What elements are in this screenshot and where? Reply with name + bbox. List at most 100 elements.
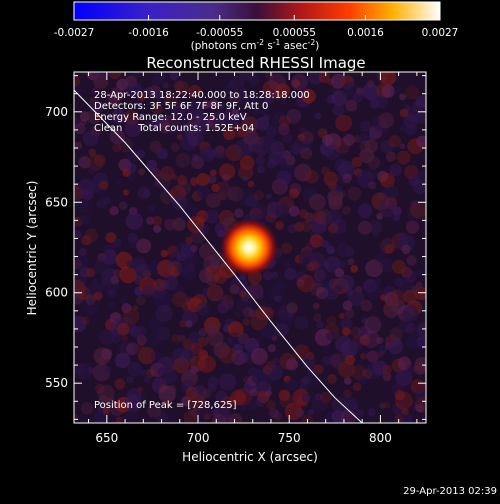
noise-blob — [166, 384, 177, 395]
plot-frame — [73, 71, 427, 424]
noise-blob — [126, 260, 136, 269]
noise-blob — [335, 114, 353, 132]
noise-blob — [360, 299, 373, 312]
noise-blob — [196, 302, 210, 316]
noise-blob — [415, 281, 423, 289]
x-tick-label: 650 — [95, 431, 118, 445]
noise-blob — [286, 358, 299, 371]
colorbar-tick-label: 0.0016 — [347, 27, 384, 39]
noise-blob — [359, 133, 370, 144]
noise-blob — [281, 242, 293, 254]
noise-blob — [74, 413, 78, 420]
noise-blob — [262, 80, 281, 98]
noise-blob — [266, 400, 276, 410]
noise-blob — [118, 201, 128, 211]
noise-blob — [188, 331, 201, 344]
noise-blob — [102, 249, 118, 265]
noise-blob — [172, 217, 186, 232]
noise-blob — [300, 131, 314, 145]
noise-blob — [196, 172, 210, 187]
noise-blob — [274, 110, 285, 121]
noise-blob — [355, 409, 365, 418]
noise-blob — [191, 153, 199, 161]
noise-blob — [210, 408, 219, 417]
noise-blob — [78, 156, 91, 169]
noise-blob — [157, 367, 167, 377]
noise-blob — [285, 155, 296, 166]
noise-blob — [124, 394, 142, 412]
noise-blob — [347, 186, 362, 201]
colorbar-tick-label: -0.00055 — [196, 27, 243, 39]
noise-blob — [282, 260, 292, 269]
noise-blob — [324, 144, 340, 160]
noise-blob — [231, 108, 239, 116]
noise-blob — [227, 332, 244, 348]
noise-blob — [340, 317, 353, 330]
noise-blob — [190, 244, 198, 252]
noise-blob — [366, 350, 379, 363]
noise-blob — [142, 269, 152, 279]
colorbar-tick-label: -0.0016 — [128, 27, 169, 39]
noise-blob — [361, 317, 369, 324]
noise-blob — [344, 246, 355, 257]
noise-blob — [398, 318, 414, 333]
noise-blob — [347, 258, 355, 266]
noise-blob — [103, 196, 112, 205]
noise-blob — [280, 97, 288, 105]
noise-blob — [345, 308, 355, 319]
noise-blob — [328, 196, 343, 211]
noise-blob — [341, 400, 359, 417]
noise-blob — [111, 109, 126, 124]
noise-blob — [155, 304, 173, 323]
noise-blob — [114, 352, 131, 369]
noise-blob — [399, 93, 407, 101]
noise-blob — [338, 161, 356, 179]
noise-blob — [357, 203, 373, 219]
noise-blob — [357, 325, 372, 339]
noise-blob — [414, 388, 426, 405]
noise-blob — [198, 349, 209, 360]
noise-blob — [82, 130, 99, 147]
noise-blob — [342, 389, 352, 399]
noise-blob — [107, 289, 117, 299]
noise-blob — [273, 411, 283, 421]
noise-blob — [176, 262, 191, 277]
noise-blob — [122, 307, 140, 325]
noise-blob — [112, 238, 122, 248]
noise-blob — [226, 82, 234, 89]
noise-blob — [109, 206, 119, 216]
noise-blob — [299, 378, 307, 385]
noise-blob — [345, 99, 358, 112]
noise-blob — [404, 85, 420, 100]
noise-blob — [397, 356, 412, 371]
noise-blob — [249, 388, 258, 397]
noise-blob — [234, 139, 253, 157]
noise-blob — [362, 83, 380, 101]
noise-blob — [275, 323, 290, 338]
noise-blob — [176, 126, 185, 135]
noise-blob — [137, 346, 156, 365]
noise-blob — [367, 156, 381, 170]
noise-blob — [413, 362, 426, 376]
noise-blob — [94, 383, 105, 394]
annotation-energy-range: Energy Range: 12.0 - 25.0 keV — [94, 112, 247, 123]
noise-blob — [150, 350, 162, 362]
noise-blob — [296, 278, 305, 288]
noise-blob — [143, 86, 154, 98]
noise-blob — [119, 265, 137, 284]
noise-blob — [372, 360, 388, 376]
noise-blob — [265, 376, 273, 385]
noise-blob — [306, 367, 315, 376]
noise-blob — [312, 313, 322, 323]
noise-blob — [324, 256, 341, 273]
noise-blob — [124, 409, 139, 423]
noise-blob — [368, 220, 383, 234]
noise-blob — [416, 270, 423, 278]
noise-blob — [178, 334, 186, 343]
noise-blob — [401, 413, 413, 423]
noise-blob — [234, 208, 244, 218]
noise-blob — [142, 190, 151, 198]
noise-blob — [294, 221, 305, 232]
noise-blob — [182, 309, 198, 326]
noise-blob — [217, 293, 227, 304]
